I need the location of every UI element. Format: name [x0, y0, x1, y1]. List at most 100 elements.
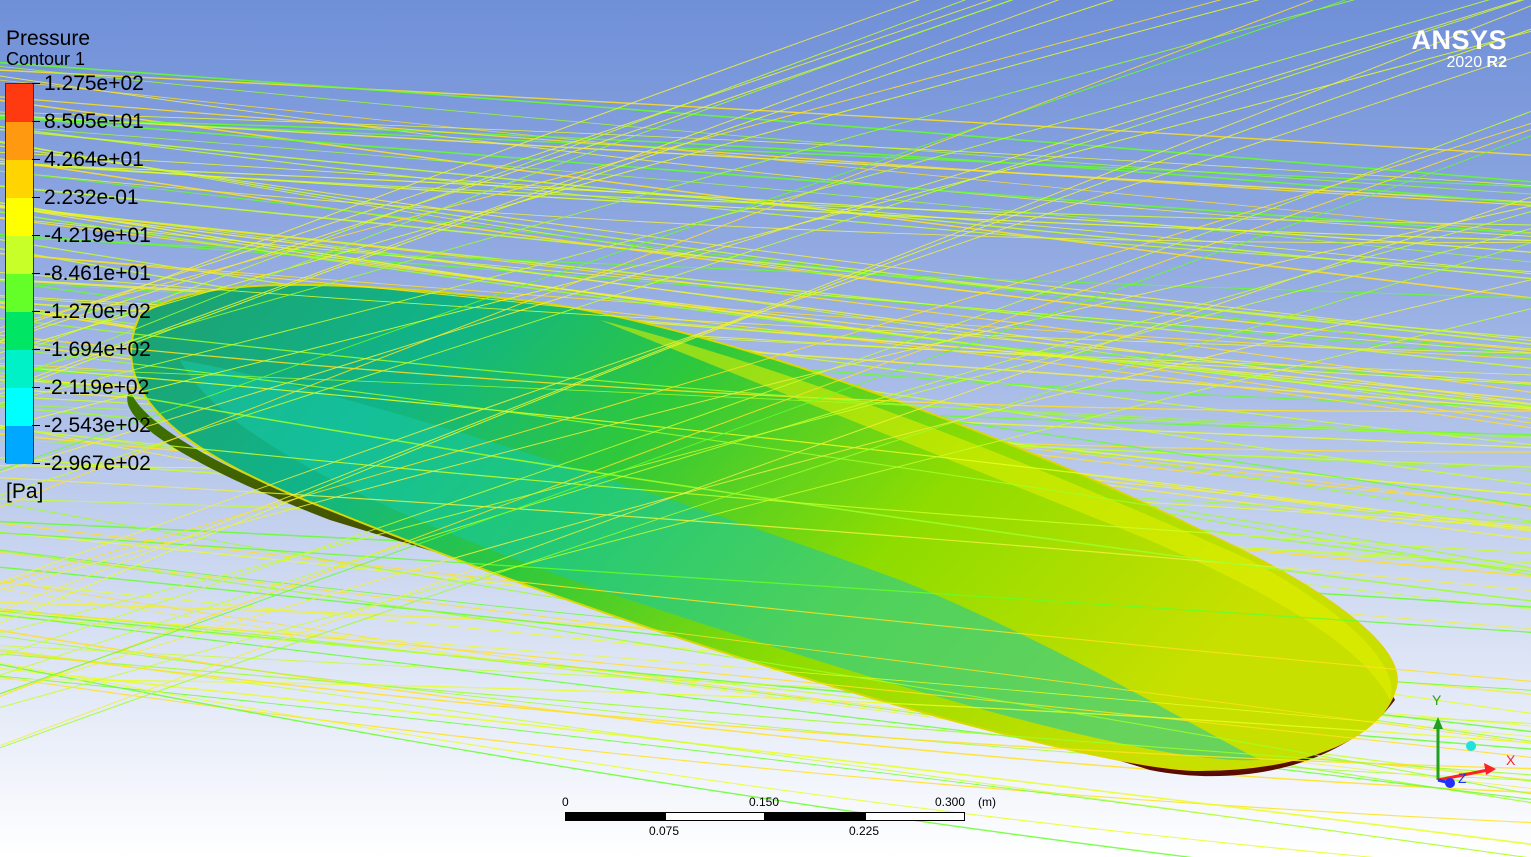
streamline: [0, 202, 1531, 409]
scale-seg-4: [865, 812, 965, 821]
colorbar-band: [6, 160, 33, 198]
legend-tick-label: 4.264e+01: [44, 148, 144, 171]
streamline: [0, 608, 1531, 804]
streamline: [0, 128, 1531, 697]
colorbar-band: [6, 236, 33, 274]
streamline: [0, 0, 1115, 395]
logo-release: R2: [1486, 54, 1507, 71]
streamline: [0, 117, 1531, 205]
wing-cyan-band: [180, 360, 1260, 761]
streamline: [0, 609, 1531, 758]
streamline: [0, 196, 1531, 747]
legend-tick-mark: [32, 83, 40, 84]
legend-tick-label: -2.543e+02: [44, 414, 151, 437]
streamline: [0, 110, 1531, 657]
legend-tick-mark: [32, 311, 40, 312]
streamline: [0, 217, 1531, 354]
streamline: [0, 522, 1531, 682]
logo-version: 2020: [1446, 54, 1483, 71]
streamline: [0, 0, 1220, 329]
legend-tick-mark: [32, 425, 40, 426]
streamline: [0, 160, 1531, 242]
z-axis-origin: [1445, 778, 1455, 788]
legend-tick-label: 2.232e-01: [44, 186, 139, 209]
streamline: [0, 366, 1531, 439]
streamline: [0, 5, 1531, 612]
streamline: [0, 0, 1014, 385]
streamline: [0, 0, 1013, 342]
streamline: [0, 662, 1375, 857]
streamline: [0, 207, 1531, 393]
scale-label-0225: 0.225: [849, 824, 880, 838]
streamline: [0, 635, 1531, 781]
streamline: [0, 163, 1531, 253]
legend-tick-mark: [32, 349, 40, 350]
legend-tick-label: -2.119e+02: [44, 376, 150, 399]
streamline: [0, 650, 1531, 770]
streamline: [0, 279, 1531, 695]
scale-seg-3: [765, 812, 865, 821]
streamline: [0, 678, 1531, 744]
scale-seg-2: [665, 812, 765, 821]
streamline: [0, 0, 1315, 508]
x-axis: [1437, 768, 1489, 782]
streamline: [0, 236, 1531, 299]
streamline: [0, 629, 1531, 794]
colorbar-band: [6, 388, 33, 426]
colorbar-band: [6, 122, 33, 160]
legend-unit: [Pa]: [6, 480, 44, 503]
legend-tick-label: -8.461e+01: [44, 262, 151, 285]
streamline: [0, 61, 1531, 183]
streamline: [0, 211, 1531, 407]
streamline: [0, 206, 1531, 405]
legend-tick-label: -4.219e+01: [44, 224, 151, 247]
streamline: [0, 126, 1531, 263]
streamline: [0, 427, 1531, 554]
streamline: [0, 122, 1531, 585]
streamline: [0, 667, 1531, 845]
legend-tick-mark: [32, 273, 40, 274]
streamline: [0, 0, 1522, 473]
colorbar-band: [6, 198, 33, 236]
streamline: [0, 65, 1531, 195]
streamline: [0, 211, 1531, 676]
scale-label-0150: 0.150: [749, 795, 780, 809]
streamline: [0, 272, 1531, 354]
streamline: [0, 334, 1531, 413]
streamline: [0, 588, 1531, 789]
legend-colorbar: [5, 83, 34, 464]
legend-contour-name: Contour 1: [6, 49, 86, 69]
z-axis-label: Z: [1458, 770, 1467, 786]
streamline: [0, 253, 1531, 429]
legend-tick-mark: [32, 121, 40, 122]
colorbar-band: [6, 350, 33, 388]
legend-tick-label: 1.275e+02: [44, 72, 144, 95]
scale-label-0: 0: [562, 795, 569, 809]
colorbar-band: [6, 426, 33, 464]
legend-tick-mark: [32, 197, 40, 198]
legend-tick-label: -2.967e+02: [44, 452, 151, 475]
logo-brand: ANSYS: [1411, 25, 1507, 55]
streamline: [0, 233, 1531, 360]
scale-label-0300: 0.300: [935, 795, 966, 809]
streamline: [0, 372, 1531, 602]
streamline: [0, 205, 1531, 591]
streamline: [0, 141, 1531, 339]
legend-quantity: Pressure: [6, 27, 91, 50]
legend-tick-mark: [32, 159, 40, 160]
x-axis-arrow: [1484, 763, 1496, 775]
streamline: [0, 0, 1491, 404]
streamline: [0, 477, 1531, 591]
triad-cyan-marker: [1466, 741, 1476, 751]
streamline: [0, 75, 1531, 237]
streamline: [0, 51, 1531, 583]
streamline: [0, 347, 1531, 569]
legend-tick-label: 8.505e+01: [44, 110, 144, 133]
streamline: [0, 242, 1531, 749]
legend-tick-label: -1.694e+02: [44, 338, 151, 361]
streamline: [0, 170, 1531, 357]
streamline: [0, 308, 1531, 708]
